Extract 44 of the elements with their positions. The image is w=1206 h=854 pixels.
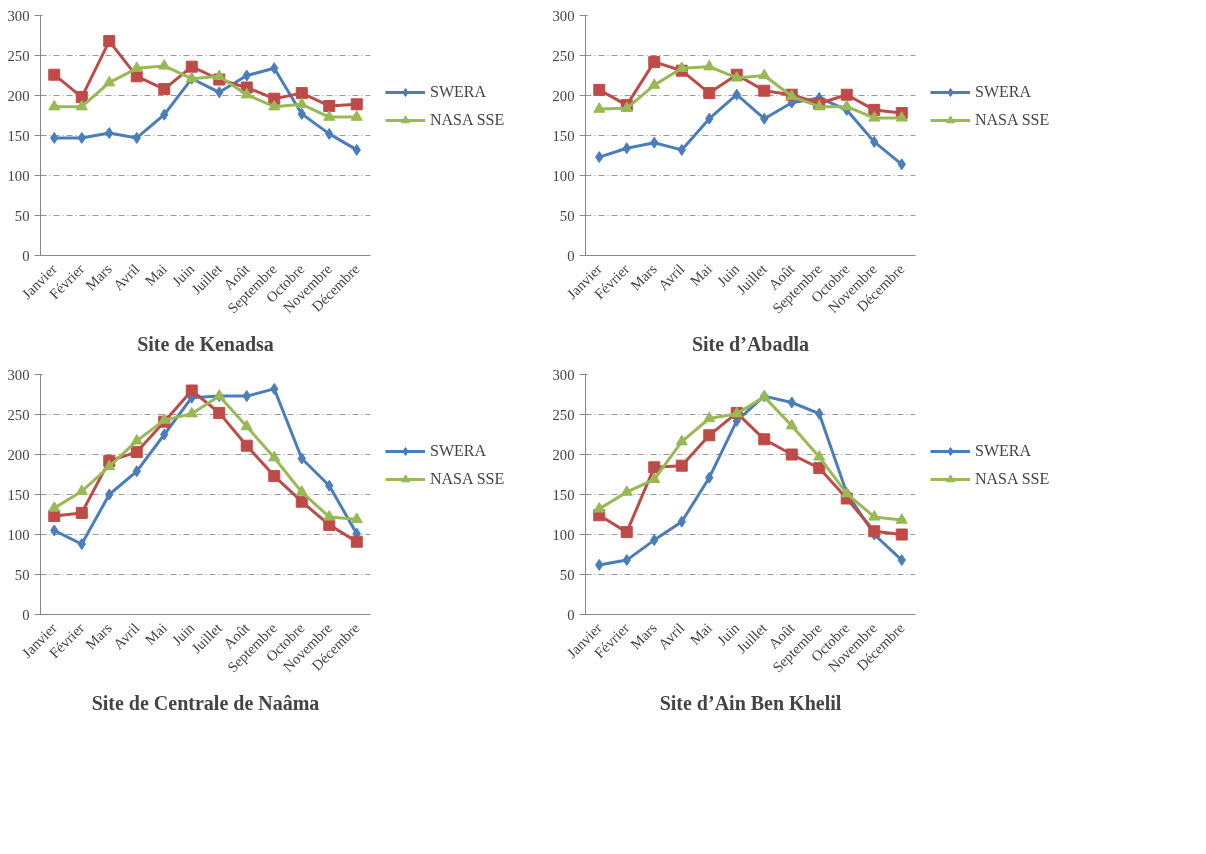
y-tick-label: 0 bbox=[22, 247, 30, 264]
y-tick-label: 200 bbox=[552, 87, 575, 104]
y-tick-label: 250 bbox=[7, 406, 30, 423]
y-tick-label: 250 bbox=[552, 406, 575, 423]
y-tick-label: 200 bbox=[552, 446, 575, 463]
y-tick-label: 100 bbox=[552, 167, 575, 184]
legend-label: SWERA bbox=[430, 441, 486, 460]
y-tick-label: 300 bbox=[7, 7, 30, 24]
legend-label: SWERA bbox=[975, 441, 1031, 460]
y-tick-label: 250 bbox=[7, 47, 30, 64]
y-tick-label: 150 bbox=[7, 127, 30, 144]
y-tick-label: 150 bbox=[7, 486, 30, 503]
y-tick-label: 50 bbox=[14, 207, 30, 224]
y-tick-label: 150 bbox=[552, 127, 575, 144]
y-tick-label: 150 bbox=[552, 486, 575, 503]
x-tick-label: Mai bbox=[686, 619, 715, 648]
x-tick-label: Mai bbox=[141, 619, 170, 648]
text: Site de Kenadsa bbox=[137, 332, 274, 355]
text: Site d’Ain Ben Khelil bbox=[659, 691, 842, 714]
y-tick-label: 200 bbox=[7, 87, 30, 104]
legend-label: NASA SSE bbox=[975, 110, 1050, 129]
x-tick-label: Mai bbox=[686, 260, 715, 289]
y-tick-label: 300 bbox=[7, 366, 30, 383]
y-tick-label: 0 bbox=[22, 606, 30, 623]
y-tick-label: 200 bbox=[7, 446, 30, 463]
y-tick-label: 50 bbox=[14, 566, 30, 583]
y-tick-label: 100 bbox=[7, 167, 30, 184]
y-tick-label: 100 bbox=[7, 526, 30, 543]
legend-label: NASA SSE bbox=[975, 469, 1050, 488]
y-tick-label: 250 bbox=[552, 47, 575, 64]
y-tick-label: 300 bbox=[552, 7, 575, 24]
y-tick-label: 50 bbox=[559, 566, 575, 583]
y-tick-label: 0 bbox=[567, 606, 575, 623]
y-tick-label: 100 bbox=[552, 526, 575, 543]
legend-label: SWERA bbox=[975, 82, 1031, 101]
y-tick-label: 50 bbox=[559, 207, 575, 224]
legend-label: NASA SSE bbox=[430, 469, 505, 488]
legend-label: SWERA bbox=[430, 82, 486, 101]
x-tick-label: Mai bbox=[141, 260, 170, 289]
legend-label: NASA SSE bbox=[430, 110, 505, 129]
text: Site d’Abadla bbox=[691, 332, 810, 355]
text: Site de Centrale de Naâma bbox=[91, 691, 320, 714]
y-tick-label: 300 bbox=[552, 366, 575, 383]
y-tick-label: 0 bbox=[567, 247, 575, 264]
